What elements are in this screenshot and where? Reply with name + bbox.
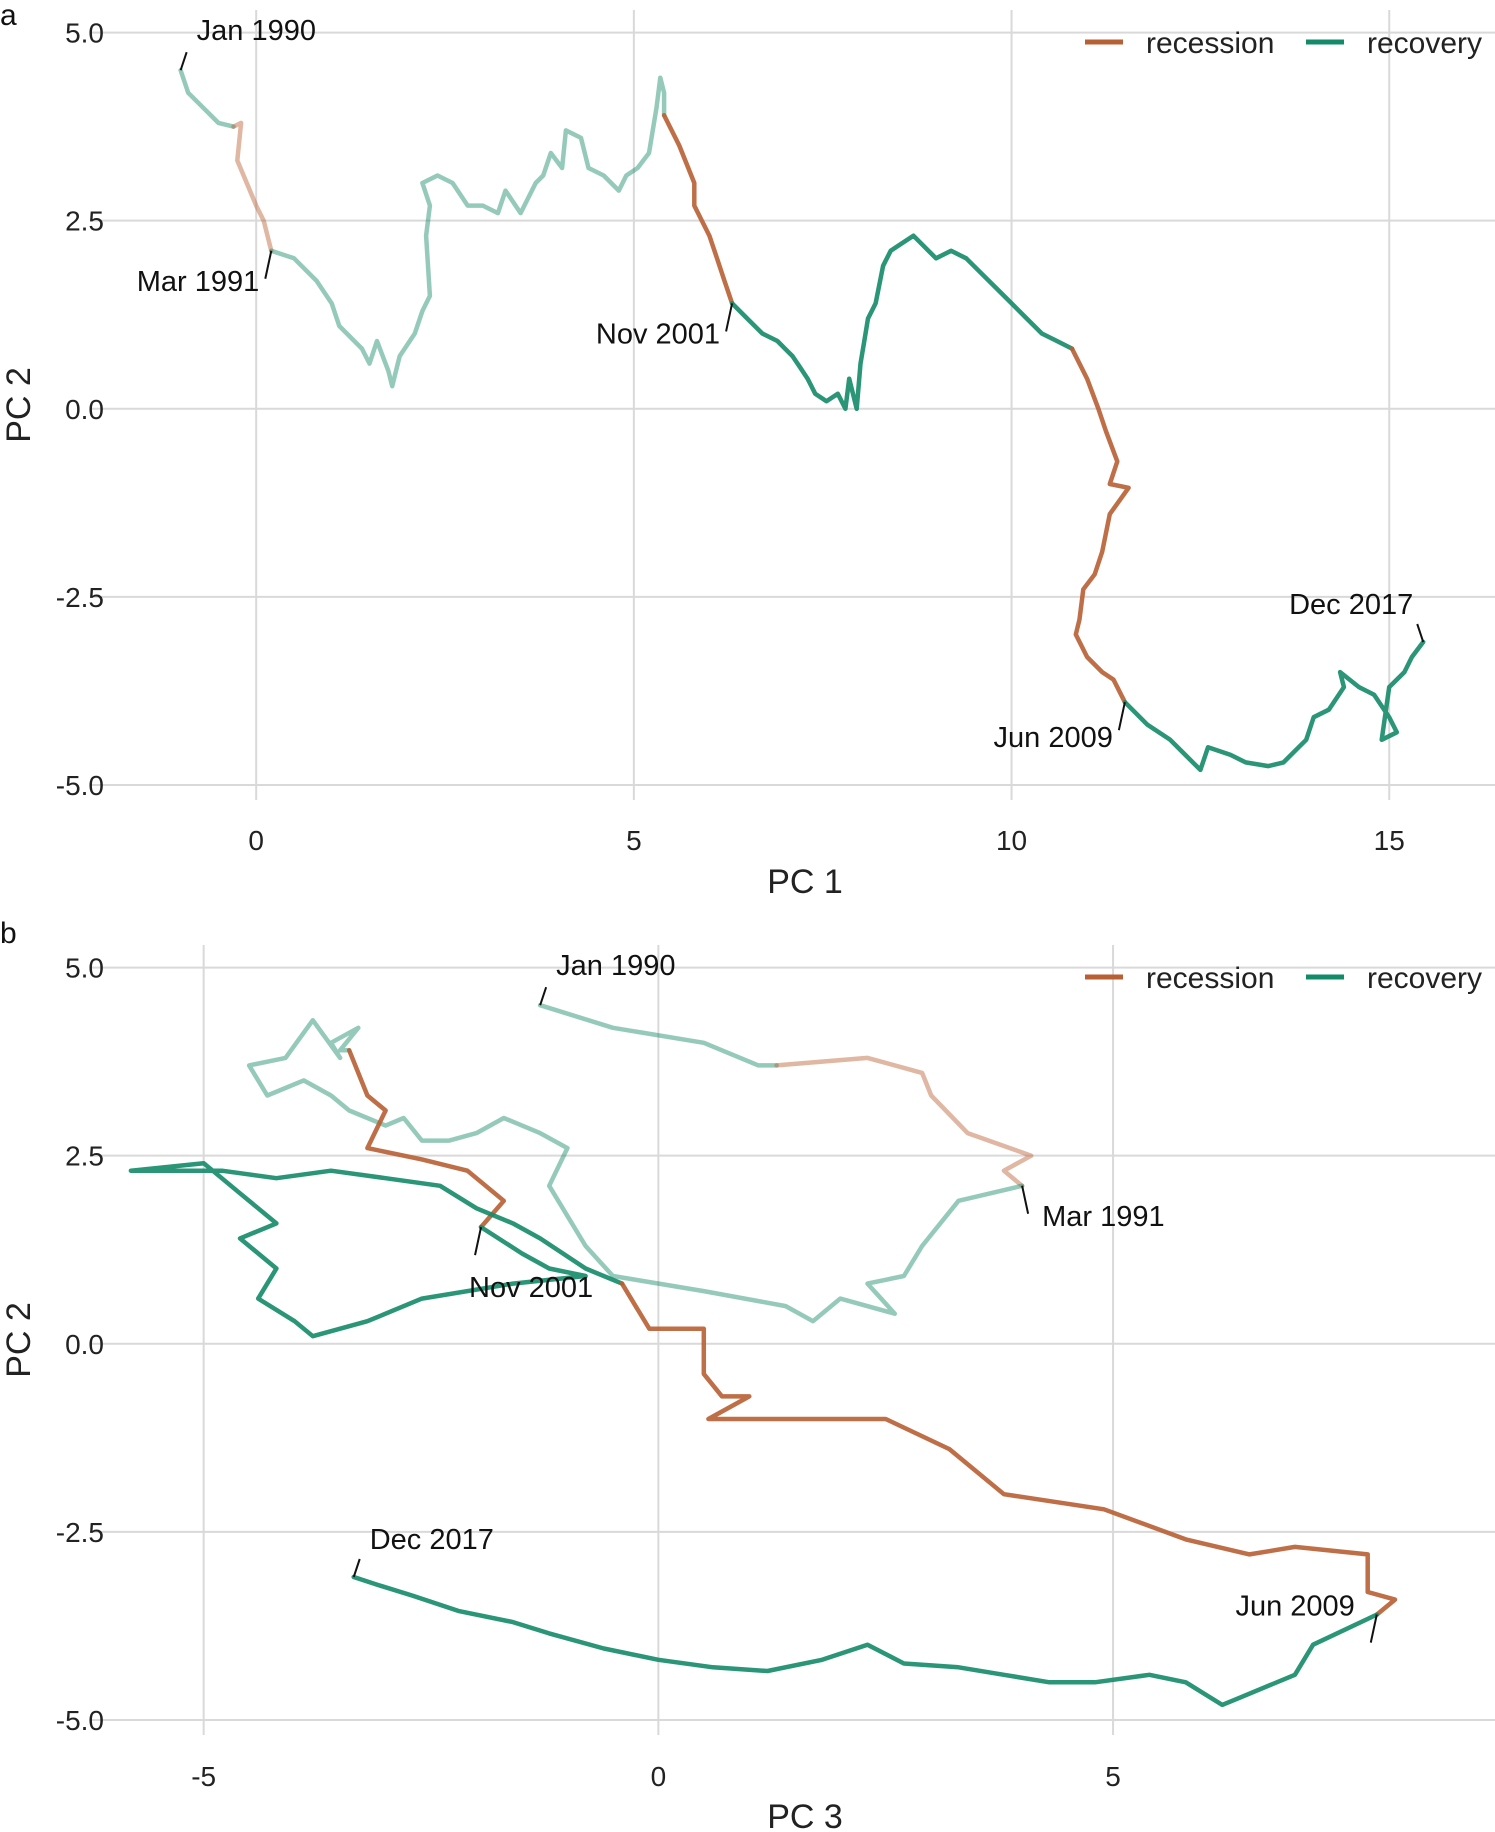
panel-b-recovery-series-6	[351, 1574, 1380, 1708]
panel-a-annotations: Jan 1990 Mar 1991 Nov 2001 Jun 2009 Dec 2017	[137, 15, 1425, 754]
panel-b-x-axis-label: PC 3	[767, 1798, 843, 1832]
panel-a-recession-series-1	[231, 120, 274, 254]
panel-b-annotation-leader	[352, 1558, 361, 1578]
panel-b-y-tick-label: 5.0	[65, 953, 104, 984]
panel-a-x-tick-label: 15	[1374, 825, 1405, 856]
panel-a-y-tick-label: 5.0	[65, 18, 104, 49]
panel-a-x-axis-label: PC 1	[767, 863, 843, 901]
panel-b: b -5.0 -2.5 0.0 2.5 5.0 -5 0 5 Jan 1990 Mar 1991…	[0, 917, 1495, 1832]
panel-b-legend: recession recovery	[1085, 962, 1482, 995]
panel-a-recession-series-3	[661, 113, 735, 306]
panel-b-annotation-leader	[1021, 1185, 1030, 1214]
panel-a-annotation-label: Nov 2001	[596, 318, 720, 350]
panel-a-annotation-leader	[1416, 623, 1425, 643]
panel-a-recovery-series-6	[1122, 639, 1426, 773]
panel-a-legend: recession recovery	[1085, 27, 1482, 60]
panel-a-y-tick-label: 0.0	[65, 394, 104, 425]
panel-b-legend-recovery-label: recovery	[1367, 962, 1482, 995]
panel-a: a -5.0 -2.5 0.0 2.5 5.0 0 5 10 15 Jan 1990 Mar 19…	[0, 0, 1495, 901]
panel-b-y-tick-label: -2.5	[56, 1517, 104, 1548]
panel-a-y-tick-label: 2.5	[65, 206, 104, 237]
panel-b-annotation-label: Jan 1990	[556, 950, 675, 982]
panel-a-data	[178, 67, 1426, 773]
panel-a-annotation-leader	[725, 303, 734, 332]
panel-b-data	[128, 1002, 1398, 1708]
panel-a-annotation-label: Jun 2009	[994, 722, 1113, 754]
panel-b-annotation-label: Dec 2017	[370, 1524, 494, 1556]
panel-b-annotation-leader	[539, 986, 548, 1006]
panel-b-y-axis-label: PC 2	[0, 1302, 38, 1378]
panel-a-annotation-leader	[179, 51, 188, 71]
panel-a-y-axis-label: PC 2	[0, 367, 38, 443]
panel-a-x-tick-label: 5	[626, 825, 642, 856]
panel-a-annotation-label: Mar 1991	[137, 266, 260, 298]
panel-a-x-tick-label: 10	[996, 825, 1027, 856]
panel-b-recovery-series-0	[537, 1002, 779, 1068]
panel-a-y-tick-label: -2.5	[56, 582, 104, 613]
panel-b-annotation-leader	[474, 1226, 483, 1256]
panel-a-annotation-leader	[264, 250, 273, 279]
panel-a-ticks: -5.0 -2.5 0.0 2.5 5.0 0 5 10 15	[56, 18, 1405, 856]
panel-b-legend-recession-label: recession	[1146, 962, 1274, 995]
panel-b-x-tick-label: -5	[191, 1761, 216, 1792]
panel-a-y-tick-label: -5.0	[56, 770, 104, 801]
panel-b-annotation-leader	[1369, 1614, 1378, 1643]
panel-b-annotation-label: Nov 2001	[469, 1272, 593, 1304]
panel-a-recovery-series-4	[729, 233, 1075, 412]
panel-a-tag: a	[0, 0, 17, 32]
panel-a-legend-recovery-label: recovery	[1367, 27, 1482, 60]
panel-a-annotation-label: Dec 2017	[1289, 589, 1413, 621]
panel-a-legend-recession-label: recession	[1146, 27, 1274, 60]
panel-b-recession-series-5	[619, 1281, 1398, 1617]
panel-b-tag: b	[0, 917, 17, 950]
panel-b-x-tick-label: 5	[1105, 1761, 1121, 1792]
panel-a-recovery-series-0	[178, 67, 236, 129]
panel-b-annotation-label: Mar 1991	[1042, 1201, 1165, 1233]
panel-a-recovery-series-2	[269, 75, 667, 389]
panel-a-annotation-label: Jan 1990	[197, 15, 316, 47]
panel-a-annotation-leader	[1117, 701, 1126, 731]
panel-b-recovery-series-2	[246, 1017, 1025, 1324]
panel-b-annotation-label: Jun 2009	[1235, 1591, 1354, 1623]
panel-b-ticks: -5.0 -2.5 0.0 2.5 5.0 -5 0 5	[56, 953, 1121, 1792]
panel-b-recovery-series-4	[128, 1160, 625, 1339]
panel-b-x-tick-label: 0	[651, 1761, 667, 1792]
panel-b-y-tick-label: 2.5	[65, 1141, 104, 1172]
panel-b-y-tick-label: -5.0	[56, 1705, 104, 1736]
panel-b-recession-series-1	[774, 1055, 1034, 1189]
panel-a-gridlines	[90, 10, 1495, 800]
panel-b-annotations: Jan 1990 Mar 1991 Nov 2001 Jun 2009 Dec 2017	[352, 950, 1378, 1643]
panel-a-recession-series-5	[1069, 346, 1131, 705]
panel-b-y-tick-label: 0.0	[65, 1329, 104, 1360]
panel-a-x-tick-label: 0	[248, 825, 264, 856]
panel-b-recession-series-3	[346, 1048, 507, 1230]
panel-b-gridlines	[90, 945, 1495, 1735]
